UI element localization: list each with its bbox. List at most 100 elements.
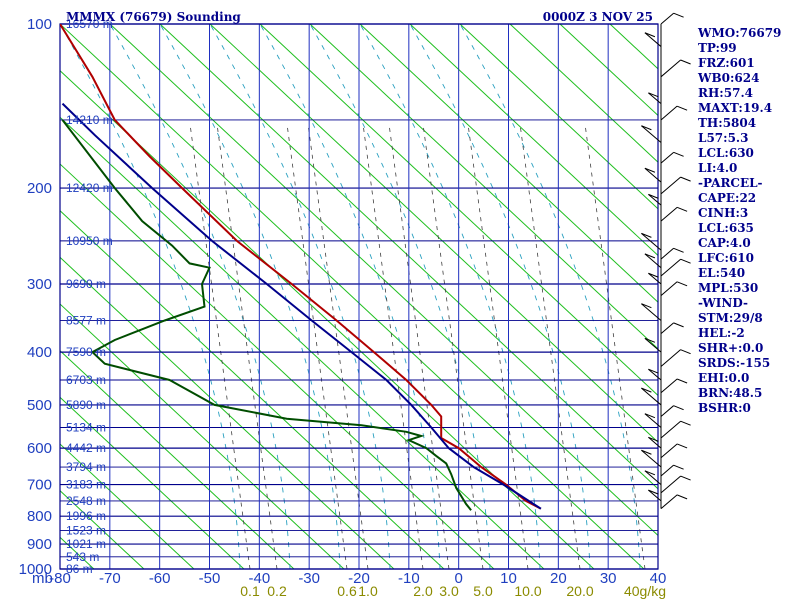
mixing-ratio-label: 0.6 [337, 583, 357, 599]
index-entry: MAXT:19.4 [698, 101, 772, 115]
moist-adiabat-line [359, 24, 541, 569]
moist-adiabat-line [409, 24, 591, 569]
wind-barb-flag [644, 337, 656, 343]
mixing-ratio-line [189, 123, 251, 569]
wind-barb-flag [644, 413, 656, 419]
wind-barb-flag [673, 322, 684, 328]
pressure-tick-label: 500 [27, 397, 52, 414]
height-label: 5890 m [66, 398, 106, 412]
wind-barb-flag [680, 420, 691, 426]
temperature-tick-label: -50 [199, 570, 221, 587]
index-entry: WMO:76679 [697, 26, 781, 40]
profile-series [60, 24, 542, 511]
moist-adiabat-line [209, 24, 391, 569]
moist-adiabat-line [459, 24, 641, 569]
wind-barb [641, 125, 662, 143]
dry-adiabat-line [509, 24, 658, 163]
wind-barb-flag [648, 92, 659, 98]
wind-barb-flag [641, 232, 652, 238]
index-entry: -WIND- [698, 296, 748, 310]
height-label: 8577 m [66, 314, 106, 328]
index-entry: LCL:635 [698, 221, 754, 235]
wind-barb [644, 470, 662, 485]
wind-barb [660, 281, 678, 296]
pressure-tick-label: 300 [27, 276, 52, 293]
wind-barb [644, 253, 662, 269]
moist-adiabat-line [159, 24, 341, 569]
temperature-tick-label: -20 [348, 570, 370, 587]
wind-barb-flag [680, 176, 691, 182]
wind-barb-flag [676, 443, 688, 449]
index-entry: SRDS:-155 [698, 356, 770, 370]
temperature-tick-label: 10 [500, 570, 517, 587]
moist-adiabat-line [259, 24, 441, 569]
wind-barb-flag [676, 494, 688, 500]
index-entry: WB0:624 [697, 71, 759, 85]
height-label: 1996 m [66, 509, 106, 523]
index-entry: TP:99 [698, 41, 737, 55]
mixing-ratio-label: 3.0 [439, 583, 459, 599]
mixing-ratio-line [388, 123, 450, 569]
wind-barb [660, 247, 674, 260]
temperature-tick-label: 20 [550, 570, 567, 587]
height-label: 6703 m [66, 373, 106, 387]
index-entry: STM:29/8 [698, 311, 763, 325]
wind-barb-flag [680, 59, 691, 65]
pressure-tick-label: 400 [27, 344, 52, 361]
dry-adiabat-line [459, 24, 658, 210]
wind-barb [660, 151, 674, 164]
wind-barb-flag [673, 247, 684, 253]
wind-barb [660, 443, 678, 459]
height-label: 543 m [66, 550, 99, 564]
mixing-ratio-label: 20.0 [566, 583, 593, 599]
wind-barb-flag [673, 12, 684, 18]
wind-barb [660, 378, 678, 394]
temperature-tick-label: -40 [248, 570, 270, 587]
pressure-tick-label: 600 [27, 440, 52, 457]
mixing-ratio-line [422, 123, 484, 569]
mixing-ratio-line [216, 123, 278, 569]
mixing-ratio-label: 5.0 [473, 583, 493, 599]
wind-barb-flag [676, 105, 688, 111]
wind-barb [660, 405, 674, 417]
wind-barb [660, 322, 674, 335]
index-entry: SHR+:0.0 [698, 341, 763, 355]
mixing-ratio-label: 2.0 [413, 583, 433, 599]
x-unit-label: mb [32, 570, 53, 587]
pressure-tick-label: 900 [27, 536, 52, 553]
sounding-profile-2 [61, 102, 542, 510]
wind-barb-flag [676, 281, 688, 287]
wind-barb [660, 176, 681, 195]
mixing-ratio-label: 0.1 [240, 583, 260, 599]
height-label: 16570 m [66, 17, 113, 31]
chart-time: 0000Z 3 NOV 25 [543, 10, 653, 24]
temperature-tick-label: 30 [600, 570, 617, 587]
wind-barb [644, 337, 662, 353]
height-label: 3794 m [66, 460, 106, 474]
wind-barb [648, 193, 662, 206]
index-entry: EHI:0.0 [698, 371, 749, 385]
wind-barb-flag [648, 489, 659, 495]
pressure-tick-label: 700 [27, 477, 52, 494]
temperature-tick-label: -60 [149, 570, 171, 587]
height-label: 14210 m [66, 113, 113, 127]
height-label: 1021 m [66, 537, 106, 551]
wind-barb [648, 489, 662, 502]
wind-barb [641, 303, 662, 321]
wind-barb [648, 92, 662, 105]
height-label: 3183 m [66, 478, 106, 492]
index-entry: FRZ:601 [698, 56, 755, 70]
height-label: 10950 m [66, 234, 113, 248]
index-entry: -PARCEL- [698, 176, 763, 190]
height-label: 1523 m [66, 524, 106, 538]
pressure-tick-label: 100 [27, 16, 52, 33]
wind-barb-flag [676, 378, 688, 384]
height-label: 9690 m [66, 277, 106, 291]
wind-barb-flag [648, 368, 659, 374]
wind-barb [644, 32, 662, 47]
mixing-ratio-line [584, 123, 646, 569]
wind-barb-flag [641, 449, 652, 455]
